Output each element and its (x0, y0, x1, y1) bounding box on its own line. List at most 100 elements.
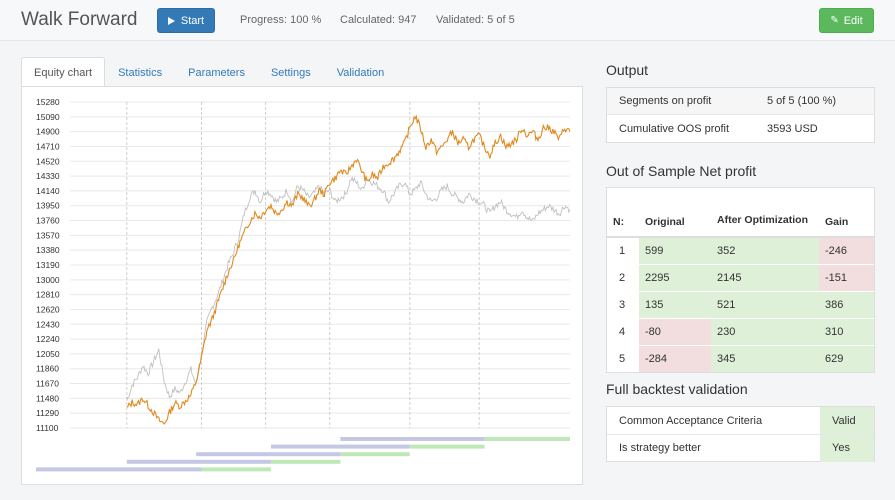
y-tick-label: 13380 (36, 245, 60, 255)
validation-key: Is strategy better (619, 442, 701, 454)
edit-button-label: Edit (843, 14, 863, 27)
oos-cell-after: 230 (711, 317, 819, 345)
equity-chart: 15280 15090 14900 14710 14520 14330 14140 13950… (36, 97, 571, 472)
header-bar: Walk Forward Start Progress: 100 % Calcu… (0, 0, 895, 41)
output-value: 3593 USD (767, 122, 818, 135)
validation-key: Common Acceptance Criteria (619, 414, 763, 427)
y-tick-label: 12240 (36, 334, 60, 344)
y-tick-label: 11100 (36, 423, 59, 433)
validation-result: Yes (820, 434, 874, 462)
output-box: Segments on profit 5 of 5 (100 %) Cumula… (606, 87, 875, 143)
y-tick-label: 12810 (36, 290, 60, 300)
y-tick-label: 13570 (36, 230, 60, 240)
tab-statistics[interactable]: Statistics (118, 66, 163, 79)
oos-cell-gain: 310 (819, 317, 874, 345)
y-tick-label: 11480 (36, 393, 59, 403)
y-tick-label: 13000 (36, 275, 60, 285)
y-tick-label: 14330 (36, 171, 60, 181)
y-tick-label: 13950 (36, 201, 60, 211)
pencil-icon: ✎ (830, 14, 839, 26)
equity-chart-panel: 15280 15090 14900 14710 14520 14330 14140 13950… (21, 86, 583, 485)
y-tick-label: 12620 (36, 304, 60, 314)
chart-tabs: Equity chart Statistics Parameters Setti… (21, 57, 397, 87)
output-key: Cumulative OOS profit (619, 122, 730, 135)
oos-table-row: 3 135 521 386 (607, 290, 874, 318)
oos-cell-original: -80 (639, 317, 711, 345)
oos-cell-after: 2145 (711, 263, 819, 291)
oos-cell-original: 2295 (639, 263, 711, 291)
oos-cell-after: 521 (711, 290, 819, 318)
validation-title: Full backtest validation (606, 381, 748, 397)
oos-cell-gain: -246 (819, 236, 874, 264)
y-tick-label: 11670 (36, 379, 59, 389)
oos-cell-original: 135 (639, 290, 711, 318)
oos-cell-original: 599 (639, 236, 711, 264)
tab-settings[interactable]: Settings (270, 66, 311, 79)
oos-table-row: 5 -284 345 629 (607, 344, 874, 372)
oos-cell-gain: 386 (819, 290, 874, 318)
out-of-sample-bar (340, 452, 410, 457)
out-of-sample-bar (409, 444, 485, 449)
output-title: Output (606, 62, 649, 78)
oos-title: Out of Sample Net profit (606, 163, 757, 179)
col-header-after: After Optimization (711, 188, 819, 238)
y-tick-label: 14710 (36, 141, 60, 151)
start-button[interactable]: Start (157, 8, 215, 33)
oos-cell-gain: 629 (819, 344, 874, 372)
oos-cell-n: 2 (607, 263, 639, 291)
page-title: Walk Forward (21, 9, 138, 30)
col-header-original: Original (639, 188, 711, 238)
y-tick-label: 14140 (36, 186, 60, 196)
col-header-gain: Gain (819, 188, 874, 238)
y-tick-label: 15090 (36, 112, 60, 122)
oos-header-row: N: Original After Optimization Gain (607, 188, 874, 238)
output-row: Segments on profit 5 of 5 (100 %) (607, 88, 874, 115)
oos-table-row: 2 2295 2145 -151 (607, 263, 874, 291)
y-tick-label: 11860 (36, 364, 59, 374)
y-tick-label: 13760 (36, 216, 60, 226)
oos-cell-n: 4 (607, 317, 639, 345)
out-of-sample-bar (484, 437, 570, 441)
output-key: Segments on profit (619, 95, 712, 107)
oos-cell-n: 3 (607, 290, 639, 318)
edit-button[interactable]: ✎ Edit (819, 8, 874, 33)
y-tick-label: 15280 (36, 97, 60, 107)
y-tick-label: 14520 (36, 156, 60, 166)
oos-cell-after: 352 (711, 236, 819, 264)
equity-series-line (126, 176, 571, 401)
oos-cell-n: 1 (607, 236, 639, 264)
start-button-label: Start (180, 14, 205, 27)
y-tick-label: 11290 (36, 408, 59, 418)
oos-cell-after: 345 (711, 344, 819, 372)
validation-box: Common Acceptance Criteria Valid Is stra… (606, 406, 875, 462)
in-sample-bar (36, 467, 202, 472)
validation-result: Valid (820, 407, 874, 434)
tab-equity-chart[interactable]: Equity chart (21, 57, 106, 87)
validated-status: Validated: 5 of 5 (436, 14, 515, 26)
oos-cell-original: -284 (639, 344, 711, 372)
equity-series-line (126, 114, 571, 425)
oos-table-box: N: Original After Optimization Gain 1 599… (606, 187, 875, 373)
y-tick-label: 12430 (36, 319, 60, 329)
oos-table-body: 1 599 352 -246 2 2295 2145 -151 3 135 521 386 4 -80 23… (607, 236, 874, 372)
output-value: 5 of 5 (100 %) (767, 95, 837, 107)
output-row: Cumulative OOS profit 3593 USD (607, 115, 874, 142)
oos-table: N: Original After Optimization Gain 1 599… (607, 188, 874, 372)
oos-table-row: 1 599 352 -246 (607, 236, 874, 264)
oos-table-row: 4 -80 230 310 (607, 317, 874, 345)
in-sample-bar (196, 452, 341, 457)
in-sample-bar (270, 444, 410, 449)
play-icon (167, 16, 175, 25)
tab-parameters[interactable]: Parameters (188, 66, 245, 79)
y-tick-label: 14900 (36, 127, 60, 137)
progress-status: Progress: 100 % (240, 14, 322, 26)
validation-row: Is strategy better Yes (607, 434, 874, 462)
y-tick-label: 12050 (36, 349, 60, 359)
calculated-status: Calculated: 947 (340, 14, 417, 26)
y-tick-label: 13190 (36, 260, 60, 270)
col-header-n: N: (607, 188, 639, 238)
tab-validation[interactable]: Validation (336, 66, 385, 79)
oos-cell-n: 5 (607, 344, 639, 372)
in-sample-bar (126, 459, 271, 464)
oos-cell-gain: -151 (819, 263, 874, 291)
